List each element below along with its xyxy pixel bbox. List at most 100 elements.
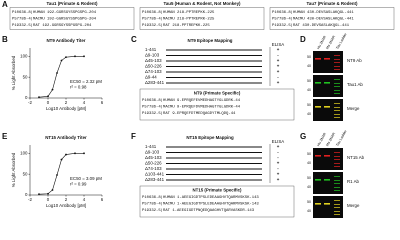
chart-title: NT15 Antibody Titer [45, 135, 87, 140]
sequence-row: P57786-4|MACMU 9-EPRQEFDVMEDHAGTYGLGDRK-… [142, 105, 241, 110]
mw-marker: 40 [307, 112, 311, 116]
elisa-result: - [277, 75, 279, 80]
annotation: EC50 = 3.09 pM [70, 176, 102, 181]
blot-band [315, 82, 321, 84]
x-tick-label: 4 [83, 197, 86, 202]
x-axis-label: Log10 Antibody [pM] [46, 203, 86, 208]
blot-panel [313, 148, 343, 170]
ladder-band [334, 55, 340, 56]
mw-marker: 50 [307, 200, 311, 204]
construct-label: Δ74-103 [145, 69, 162, 74]
mw-marker: 40 [307, 209, 311, 213]
data-point [51, 88, 54, 91]
sequence-title: NT9 (Primate Specific) [194, 91, 241, 96]
ladder-band [334, 93, 340, 94]
lane-label: Hu 2N4R [316, 132, 327, 147]
mw-marker: 50 [307, 152, 311, 156]
table-title: Tau5 (Human & Rodent, Not Monkey) [164, 1, 242, 6]
blot-band [315, 203, 321, 205]
construct-label: Δ283-441 [145, 80, 165, 85]
sequence-row: P19332-5|RAT 1-AEEGIGDTPNQEDQAAGHVTQARVA… [142, 208, 255, 213]
elisa-result: - [277, 155, 279, 160]
data-point [56, 72, 58, 74]
elisa-result: + [277, 172, 280, 177]
construct-label: Δ103-441 [145, 172, 165, 177]
x-tick-label: 0 [47, 197, 50, 202]
elisa-result: + [277, 177, 280, 182]
y-tick-label: 100 [20, 53, 28, 58]
mw-marker: 50 [307, 79, 311, 83]
map-title: NT15 Epitope Mapping [186, 135, 234, 140]
data-point [65, 153, 67, 156]
blot-band [324, 58, 330, 60]
data-point [65, 56, 67, 59]
mw-marker: 40 [307, 185, 311, 189]
panel-letter: E [2, 132, 8, 141]
data-point [74, 152, 76, 155]
x-tick-label: -2 [28, 100, 32, 105]
ladder-band [334, 86, 340, 87]
annotation: EC50 = 2.32 pM [70, 79, 102, 84]
blot-panel [313, 172, 343, 194]
sequence-row: P10636-8|HUMAN 1-AEEGIGDTPSLEDEAAGHVTQAR… [142, 195, 259, 200]
ladder-band [334, 207, 340, 208]
y-tick-label: 100 [20, 150, 28, 155]
table-row: P57786-4|MACMU 192-GGRSGYSSPGSPG-204 [12, 17, 97, 22]
ladder-band [334, 159, 340, 160]
table-row: P19332-5|RAT 192-GGRSGYSSPGSPG-204 [12, 23, 92, 28]
ladder-band [334, 117, 340, 118]
sequence-box [139, 185, 295, 218]
blot-band [324, 155, 330, 157]
panel-label: Tau1 Ab [347, 82, 363, 87]
elisa-result: - [277, 166, 279, 171]
table-box [269, 7, 395, 30]
construct-label: Δ9-103 [145, 150, 160, 155]
table-title: Tau7 (Primate & Rodent) [307, 1, 358, 6]
x-tick-label: -2 [28, 197, 32, 202]
x-tick-label: 2 [65, 197, 68, 202]
blot-band [315, 58, 321, 60]
ladder-band [334, 156, 340, 157]
lane-label: Ms 2N4R [325, 132, 336, 147]
mw-marker: 50 [307, 176, 311, 180]
ladder-band [334, 187, 340, 188]
mw-marker: 40 [307, 161, 311, 165]
table-row: P10636-8|HUMAN 430-DEVSASLAKQGL-441 [272, 10, 354, 15]
ladder-band [334, 176, 340, 177]
data-point [83, 55, 85, 58]
x-tick-label: 6 [101, 100, 104, 105]
table-row: P19332-5|RAT 430-DEVSASLAKQGL-441 [272, 23, 350, 28]
construct-label: Δ9-103 [145, 53, 160, 58]
sequence-box [139, 88, 295, 121]
ladder-band [334, 59, 340, 60]
elisa-result: - [277, 53, 279, 58]
ladder-band [334, 66, 340, 67]
blot-panel [313, 75, 343, 97]
y-axis-label: % Light Absorbed [11, 55, 16, 90]
sequence-row: P57786-4|MACMU 1-AEEGIGDTPSLEDEAAGHVTQAR… [142, 202, 259, 207]
data-point [74, 55, 76, 58]
construct-label: Δ9-44 [145, 75, 157, 80]
ladder-band [334, 190, 340, 191]
lane-label: Hu 2N4R [316, 35, 327, 50]
ladder-band [334, 79, 340, 80]
x-tick-label: 0 [47, 100, 50, 105]
map-title: NT9 Epitope Mapping [188, 38, 233, 43]
panel-letter: A [2, 0, 8, 9]
elisa-result: + [277, 58, 280, 63]
data-point [60, 158, 63, 161]
mw-marker: 40 [307, 64, 311, 68]
elisa-result: - [277, 150, 279, 155]
blot-band [324, 106, 330, 108]
annotation: r² = 0.99 [70, 182, 87, 187]
mw-marker: 50 [307, 103, 311, 107]
panel-letter: F [131, 132, 136, 141]
data-point [38, 193, 40, 196]
panel-label: R1 Ab [347, 179, 360, 184]
panel-label: NT15 Ab [347, 155, 365, 160]
blot-band [324, 179, 330, 181]
elisa-result: + [277, 69, 280, 74]
x-axis-label: Log10 Antibody [pM] [46, 106, 86, 111]
ladder-band [334, 214, 340, 215]
y-tick-label: 0 [25, 192, 28, 197]
